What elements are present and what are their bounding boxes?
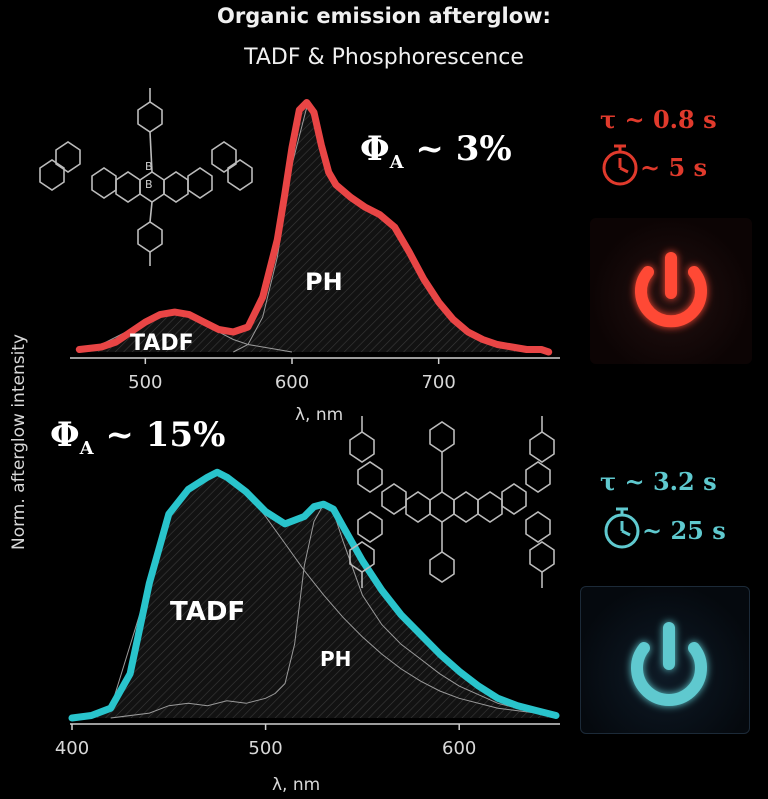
top-quantum-yield: ΦA ~ 3% xyxy=(360,129,512,173)
top-ph-annotation: PH xyxy=(305,268,343,296)
red-tau: τ ~ 0.8 s xyxy=(600,105,717,134)
power-icon xyxy=(631,622,707,706)
top-x-axis-label: λ, nm xyxy=(295,405,343,425)
molecule-structure-bottom xyxy=(349,416,555,588)
top-tadf-annotation: TADF xyxy=(130,331,194,356)
bottom-chart: 400 500 600 λ, nm ΦA ~ 15% TADF PH xyxy=(50,415,560,795)
boron-label: B xyxy=(145,178,153,191)
figure-title: Organic emission afterglow: xyxy=(217,4,551,28)
top-chart: 500 600 700 λ, nm ΦA ~ 3% TADF PH B B xyxy=(39,88,560,425)
x-tick-label: 600 xyxy=(442,738,476,759)
x-tick-label: 400 xyxy=(55,738,89,759)
y-axis-label: Norm. afterglow intensity xyxy=(9,334,29,550)
stopwatch-icon xyxy=(602,144,638,186)
figure-subtitle: TADF & Phosphorescence xyxy=(244,45,524,70)
bottom-x-axis-label: λ, nm xyxy=(272,775,320,795)
stopwatch-icon xyxy=(604,507,640,549)
cyan-device-photo xyxy=(580,586,750,734)
x-tick-label: 600 xyxy=(275,372,309,393)
bottom-quantum-yield: ΦA ~ 15% xyxy=(50,415,225,459)
boron-label: B xyxy=(145,160,153,173)
x-tick-label: 500 xyxy=(128,372,162,393)
afterglow-area xyxy=(79,102,549,352)
series-line-total xyxy=(68,468,560,722)
bottom-tadf-annotation: TADF xyxy=(170,597,245,627)
power-icon xyxy=(635,252,707,328)
series-line-total xyxy=(75,99,553,356)
molecule-structure-top xyxy=(39,88,253,266)
red-duration: ~ 5 s xyxy=(640,153,707,182)
series-line-ph xyxy=(110,503,557,719)
x-tick-label: 700 xyxy=(421,372,455,393)
afterglow-area xyxy=(72,472,556,718)
x-tick-label: 500 xyxy=(248,738,282,759)
bottom-ph-annotation: PH xyxy=(320,647,351,671)
cyan-tau: τ ~ 3.2 s xyxy=(600,467,717,496)
cyan-duration: ~ 25 s xyxy=(642,516,726,545)
